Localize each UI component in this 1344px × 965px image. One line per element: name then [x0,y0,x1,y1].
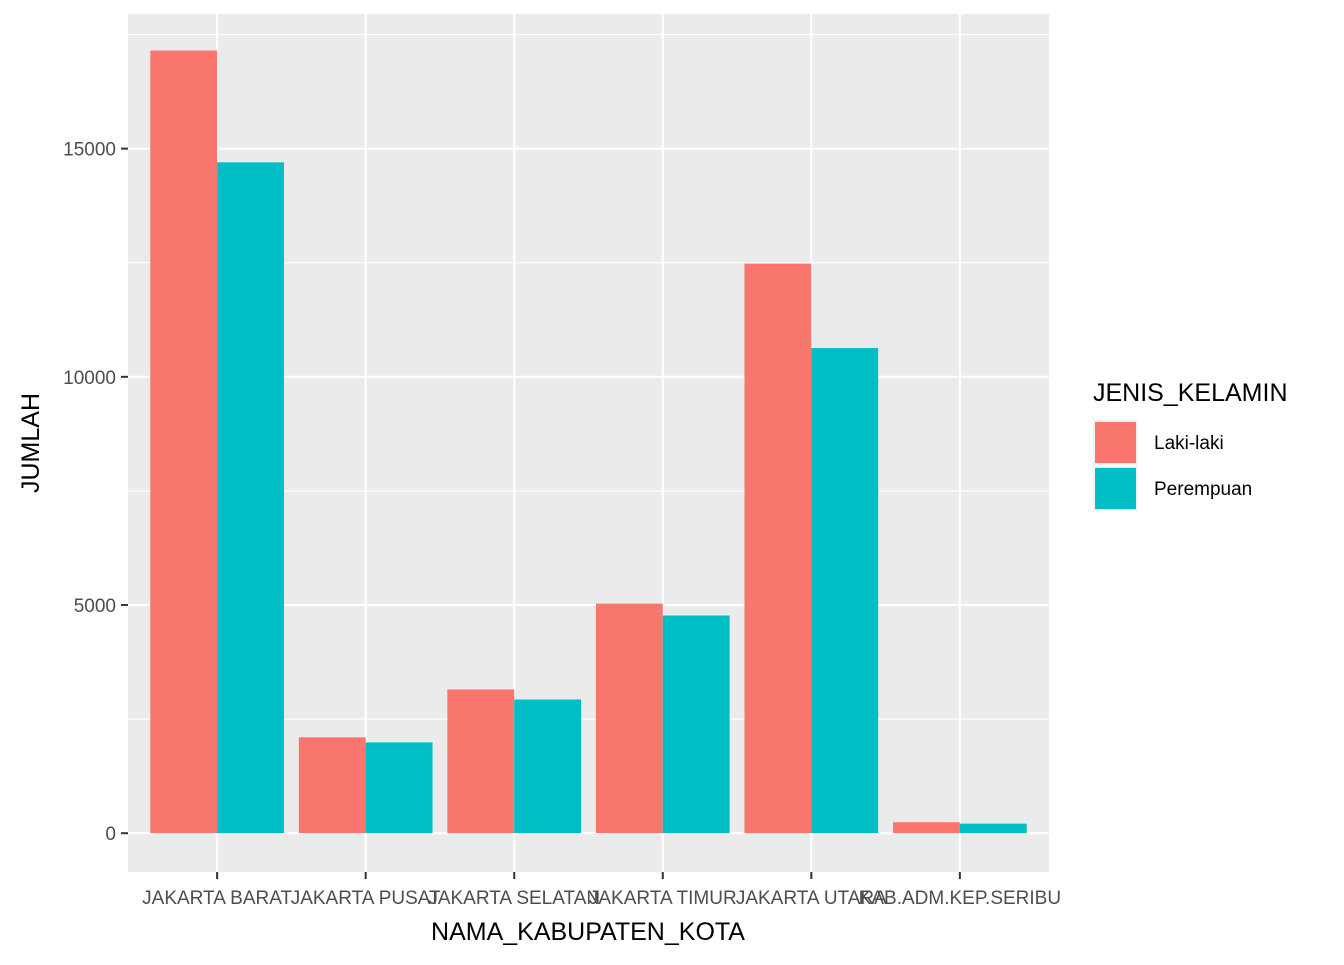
bars [150,50,1027,834]
y-tick-label: 5000 [74,596,116,617]
bar [744,263,812,834]
bar [514,699,582,834]
bar [447,689,515,834]
bar [811,348,879,834]
bar [893,822,960,834]
y-tick-label: 0 [105,824,116,845]
legend: JENIS_KELAMIN Laki-laki Perempuan [1093,379,1288,511]
legend-items: Laki-laki Perempuan [1093,420,1252,511]
x-tick-label: JAKARTA TIMUR [589,888,737,909]
x-axis-title: NAMA_KABUPATEN_KOTA [431,918,745,946]
x-tick-label: JAKARTA UTARA [736,888,887,909]
x-tick-label: JAKARTA SELATAN [428,888,600,909]
y-axis-ticks: 0 5000 10000 15000 [63,140,128,845]
y-axis-title: JUMLAH [17,393,45,493]
bar [217,162,284,834]
bar [150,50,218,834]
y-tick-label: 10000 [63,368,116,389]
x-tick-label: JAKARTA BARAT [142,888,292,909]
bar [662,615,730,834]
bar [365,742,433,834]
x-tick-label: JAKARTA PUSAT [291,888,441,909]
legend-title: JENIS_KELAMIN [1093,379,1288,407]
legend-label: Laki-laki [1154,433,1224,454]
legend-swatch [1095,422,1136,463]
bar [959,823,1027,834]
x-tick-label: KAB.ADM.KEP.SERIBU [859,888,1061,909]
legend-swatch [1095,468,1136,509]
bar [298,737,366,834]
legend-label: Perempuan [1154,479,1252,500]
bar [595,603,663,834]
y-tick-label: 15000 [63,140,116,161]
